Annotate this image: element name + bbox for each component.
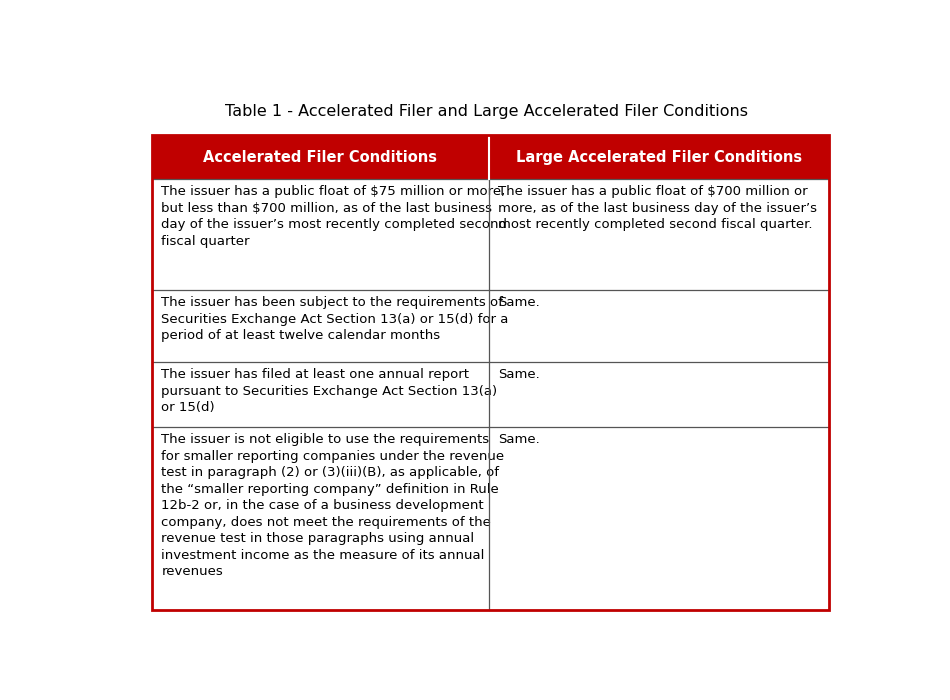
Text: The issuer has been subject to the requirements of
Securities Exchange Act Secti: The issuer has been subject to the requi… <box>162 296 509 342</box>
Text: The issuer is not eligible to use the requirements
for smaller reporting compani: The issuer is not eligible to use the re… <box>162 433 504 578</box>
Text: The issuer has filed at least one annual report
pursuant to Securities Exchange : The issuer has filed at least one annual… <box>162 368 498 414</box>
Text: Same.: Same. <box>498 433 540 446</box>
Text: The issuer has a public float of $700 million or
more, as of the last business d: The issuer has a public float of $700 mi… <box>498 186 817 232</box>
Bar <box>152 135 829 610</box>
Bar <box>152 135 829 610</box>
Text: Same.: Same. <box>498 368 540 382</box>
Text: Same.: Same. <box>498 296 540 309</box>
Text: Accelerated Filer Conditions: Accelerated Filer Conditions <box>203 150 437 164</box>
Text: The issuer has a public float of $75 million or more,
but less than $700 million: The issuer has a public float of $75 mil… <box>162 186 507 248</box>
Text: Table 1 - Accelerated Filer and Large Accelerated Filer Conditions: Table 1 - Accelerated Filer and Large Ac… <box>225 104 749 119</box>
Text: Large Accelerated Filer Conditions: Large Accelerated Filer Conditions <box>516 150 802 164</box>
Bar <box>152 135 829 179</box>
